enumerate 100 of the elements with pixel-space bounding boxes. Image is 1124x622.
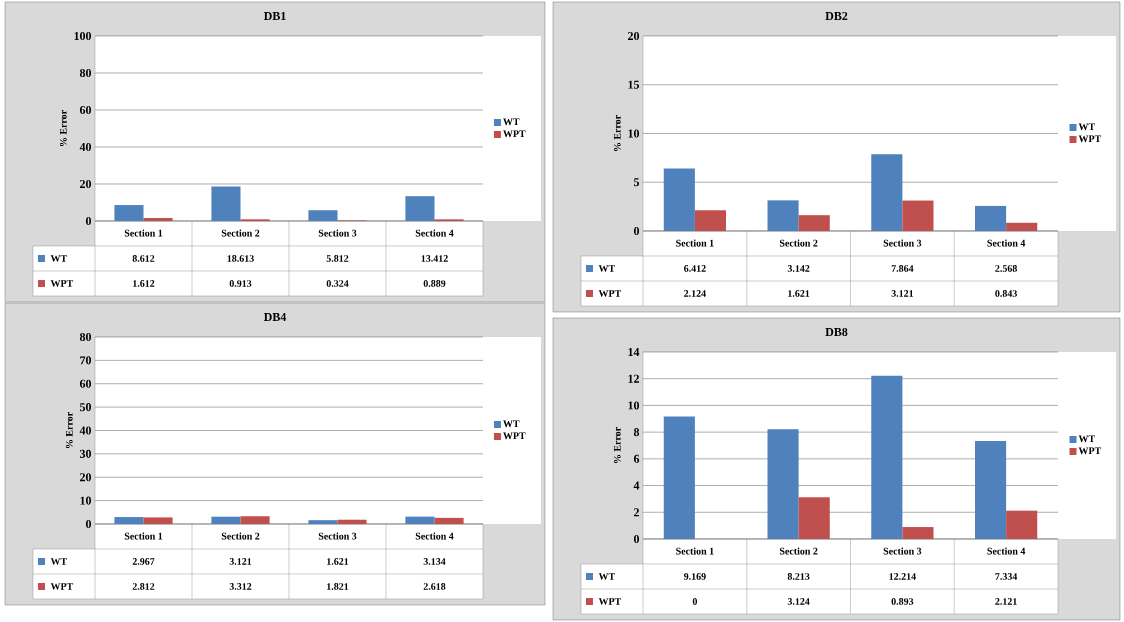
x-tick-label: Section 2 xyxy=(221,229,260,237)
data-label: 18.613 xyxy=(227,255,254,262)
x-tick-label: Section 2 xyxy=(779,239,818,247)
data-label: 1.612 xyxy=(133,280,155,287)
x-tick-label: Section 4 xyxy=(987,547,1026,555)
x-tick-label: Section 1 xyxy=(124,532,163,540)
y-axis-title: % Error xyxy=(65,412,73,449)
chart-title: DB8 xyxy=(825,327,848,337)
y-tick-label: 20 xyxy=(80,473,92,482)
y-tick-label: 10 xyxy=(628,401,640,410)
x-tick-label: Section 1 xyxy=(676,239,714,247)
data-label: 3.142 xyxy=(787,265,810,272)
y-tick-label: 50 xyxy=(80,403,92,412)
data-label: 0 xyxy=(692,598,698,605)
y-tick-label: 0 xyxy=(633,226,640,236)
data-label: 2.121 xyxy=(995,598,1017,605)
legend-label: WT xyxy=(50,558,67,565)
data-label: 8.612 xyxy=(132,255,155,262)
bar xyxy=(405,196,435,221)
legend-label: WT xyxy=(598,573,615,580)
y-tick-label: 0 xyxy=(85,216,92,226)
bar xyxy=(767,429,799,539)
text: WPT xyxy=(598,290,622,297)
x-tick-label: Section 4 xyxy=(415,532,454,540)
y-tick-label: 10 xyxy=(80,496,92,505)
data-label: 9.169 xyxy=(683,573,706,580)
y-axis-title: % Error xyxy=(59,110,67,147)
data-label: 2.618 xyxy=(423,583,446,590)
y-tick-label: 20 xyxy=(628,31,640,41)
bar xyxy=(694,210,727,231)
legend-label: WPT xyxy=(1078,135,1102,143)
y-tick-label: 30 xyxy=(79,449,92,458)
y-tick-label: 80 xyxy=(79,68,92,78)
x-tick-label: Section 3 xyxy=(318,532,357,540)
text: WT xyxy=(1078,123,1095,131)
x-tick-label: Section 3 xyxy=(883,547,922,555)
y-tick-label: 60 xyxy=(79,379,92,388)
x-tick-label: Section 4 xyxy=(415,229,454,237)
y-axis-title: % Error xyxy=(613,427,621,464)
y-tick-label: 8 xyxy=(633,428,640,437)
data-label: 3.121 xyxy=(891,290,914,297)
data-label: 8.213 xyxy=(787,573,810,580)
y-tick-label: 100 xyxy=(74,31,92,41)
data-label: 6.412 xyxy=(684,265,706,272)
data-label: 3.312 xyxy=(229,583,252,590)
bar xyxy=(871,375,903,539)
data-label: 0.893 xyxy=(891,598,914,605)
data-label: 3.121 xyxy=(229,558,252,565)
x-tick-label: Section 2 xyxy=(779,547,818,555)
legend-label: WT xyxy=(598,265,615,272)
legend-label: WPT xyxy=(503,432,526,440)
bar xyxy=(975,441,1007,539)
x-tick-label: Section 2 xyxy=(221,532,260,540)
data-label: 0.889 xyxy=(423,280,446,287)
y-tick-label: 6 xyxy=(633,454,640,463)
y-tick-label: 10 xyxy=(628,129,640,138)
data-label: 2.124 xyxy=(684,290,706,297)
y-tick-label: 15 xyxy=(628,80,640,89)
data-label: 12.214 xyxy=(889,573,916,580)
x-tick-label: Section 3 xyxy=(318,229,357,237)
bar xyxy=(871,154,903,231)
data-label: 7.334 xyxy=(995,573,1018,580)
data-label: 3.134 xyxy=(423,558,446,565)
data-label: 1.621 xyxy=(788,290,810,297)
bar xyxy=(143,218,173,221)
bar xyxy=(798,215,830,231)
chart-title: DB1 xyxy=(263,12,286,20)
y-tick-label: 20 xyxy=(80,179,92,189)
data-label: 0.324 xyxy=(326,280,349,287)
y-tick-label: 80 xyxy=(79,332,92,342)
text: WT xyxy=(503,118,520,126)
data-label: 2.812 xyxy=(132,583,155,590)
bar xyxy=(211,186,241,221)
y-tick-label: 60 xyxy=(79,105,92,115)
data-label: 1.821 xyxy=(327,583,349,590)
text: WPT xyxy=(50,280,74,287)
y-axis-title: % Error xyxy=(613,115,621,152)
data-label: 2.967 xyxy=(132,558,155,565)
legend-label: WPT xyxy=(503,130,526,138)
data-label: 7.864 xyxy=(891,265,914,272)
text: WPT xyxy=(598,598,622,605)
data-label: 2.568 xyxy=(995,265,1017,272)
y-tick-label: 4 xyxy=(633,481,640,490)
y-tick-label: 5 xyxy=(634,178,640,187)
data-label: 13.412 xyxy=(421,255,448,262)
y-tick-label: 0 xyxy=(85,519,92,529)
y-tick-label: 40 xyxy=(79,426,92,435)
bar xyxy=(1006,222,1038,231)
bar xyxy=(308,210,338,221)
y-tick-label: 0 xyxy=(633,534,640,544)
bar xyxy=(767,200,799,231)
legend-label: WT xyxy=(50,255,67,262)
legend-label: WPT xyxy=(1078,447,1102,455)
text: WT xyxy=(503,420,520,428)
x-tick-label: Section 4 xyxy=(987,239,1026,247)
bar xyxy=(902,200,934,231)
text: WT xyxy=(1078,435,1095,443)
x-tick-label: Section 3 xyxy=(883,239,922,247)
data-label: 5.812 xyxy=(326,255,349,262)
data-label: 0.843 xyxy=(995,290,1017,297)
